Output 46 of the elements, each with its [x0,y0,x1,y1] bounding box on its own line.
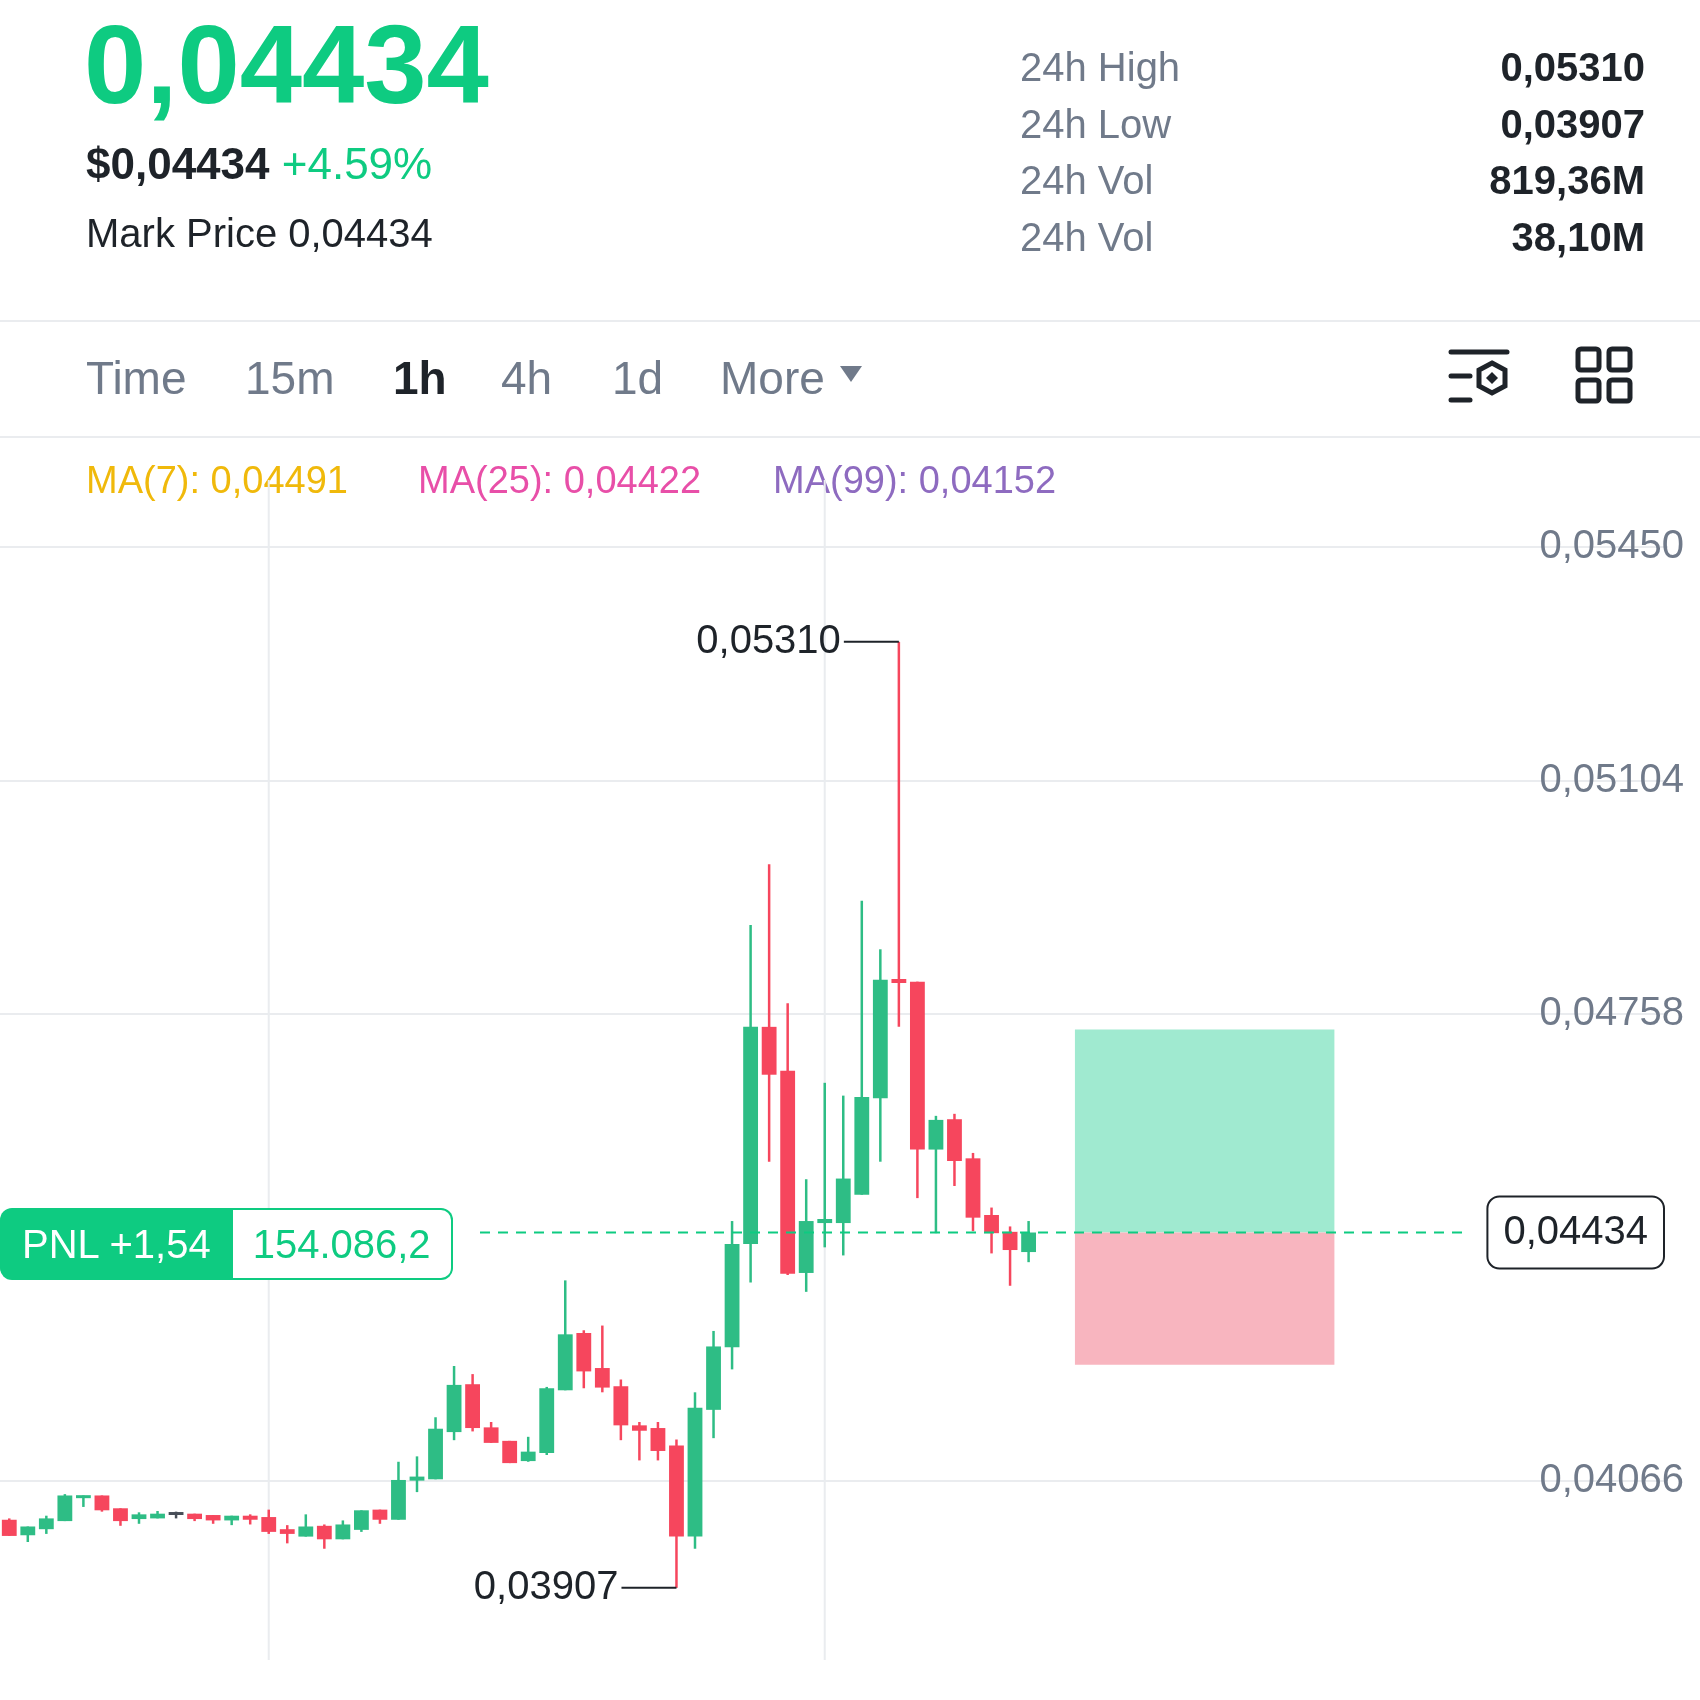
text: 24h Low [1020,101,1172,148]
candlestick [409,1455,425,1494]
text: 4h [501,351,553,406]
candlestick [520,1435,536,1464]
candlestick [38,1514,54,1536]
text: 24h Vol [1020,214,1154,261]
candlestick [594,1324,610,1394]
text: 0,05310 [1500,44,1645,91]
y-tick-label: 0,04758 [1539,989,1684,1034]
ref-line-label: 0,04434 [1503,1207,1648,1252]
text: Mark Price 0,04434 [86,210,433,257]
candlestick [316,1523,332,1550]
text: More [720,351,825,406]
chart-title: 0,04434 [84,1,489,129]
annotation: MA(25): 0,04422 [418,458,702,503]
text: 15m [245,351,335,406]
text: 24h Vol [1020,157,1154,204]
candlestick [279,1523,295,1545]
text: 38,10M [1511,214,1645,261]
y-tick-label: 0,05104 [1539,755,1684,800]
candlestick [483,1420,499,1445]
candlestick [631,1420,647,1462]
text: 1h [393,351,447,406]
candlestick [1021,1219,1037,1264]
annotation: 154.086,2 [232,1208,453,1280]
text: Time [86,351,187,406]
annotation: MA(99): 0,04152 [773,458,1057,503]
text: 1d [612,351,664,406]
candlestick [261,1508,277,1536]
candlestick [984,1206,999,1255]
text: 0,03907 [1500,101,1645,148]
y-tick-label: 0,04066 [1539,1455,1684,1500]
chart-subtitle: $0,04434 +4.59% [86,139,433,188]
candlestick [650,1420,666,1462]
candlestick [891,640,907,1029]
y-tick-label: 0,05450 [1539,522,1684,567]
candlestick [817,1081,833,1249]
text: 24h High [1020,44,1181,91]
candlestick [353,1509,369,1534]
annotation: MA(7): 0,04491 [86,458,348,503]
text: 819,36M [1489,157,1645,204]
candlestick [298,1513,314,1538]
annotation: 0,03907 [473,1562,619,1607]
annotation: PNL +1,54 [0,1208,233,1280]
candlestick [75,1494,91,1509]
annotation: 0,05310 [696,616,841,661]
